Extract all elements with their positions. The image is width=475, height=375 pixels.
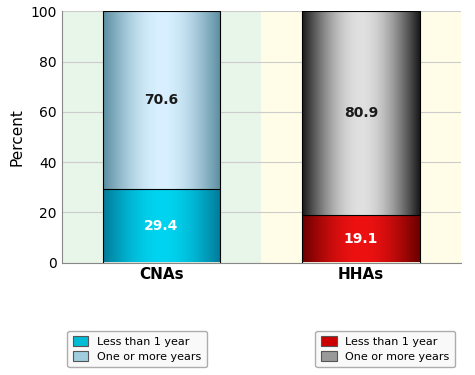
- Bar: [261, 11, 461, 262]
- Text: 80.9: 80.9: [344, 106, 378, 120]
- Bar: [62, 11, 261, 262]
- Text: 70.6: 70.6: [144, 93, 179, 107]
- Text: 29.4: 29.4: [144, 219, 179, 232]
- Y-axis label: Percent: Percent: [10, 108, 25, 166]
- Legend: Less than 1 year, One or more years: Less than 1 year, One or more years: [315, 331, 455, 368]
- Text: 19.1: 19.1: [344, 231, 378, 246]
- Bar: [302, 11, 420, 262]
- Bar: [103, 11, 220, 262]
